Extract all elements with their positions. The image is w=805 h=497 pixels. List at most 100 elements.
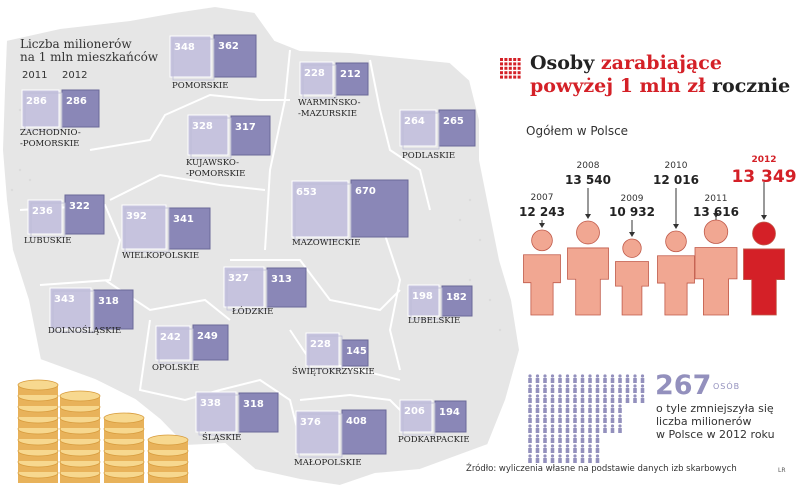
value-label-2012: 249 — [197, 331, 218, 342]
box-shadow — [402, 402, 436, 436]
icon-body — [595, 428, 600, 433]
box-2012 — [230, 115, 271, 156]
icon-head — [573, 384, 577, 388]
icon-body — [595, 378, 600, 383]
icon-head — [573, 414, 577, 418]
grid-cell — [504, 71, 508, 75]
person-figure: 2008 13 540 — [565, 161, 611, 316]
region-name: ŁÓDZKIE — [232, 305, 273, 317]
icon-body — [588, 408, 592, 413]
person-icon — [550, 384, 555, 393]
icon-head — [580, 374, 585, 378]
region-name: -POMORSKIE — [20, 139, 79, 149]
person-icon — [625, 374, 630, 383]
icon-head — [558, 394, 562, 398]
icon-body — [618, 398, 622, 403]
icon-body — [618, 378, 622, 383]
icon-head — [558, 434, 562, 438]
icon-head — [603, 374, 607, 378]
person-icon — [535, 424, 540, 433]
icon-head — [595, 404, 600, 408]
icon-body — [558, 428, 562, 433]
icon-body — [618, 388, 622, 393]
person-icon — [543, 384, 547, 393]
box-shadow — [198, 394, 240, 436]
coin-top — [147, 434, 189, 446]
person-icon — [640, 384, 645, 393]
box-2012 — [192, 324, 229, 361]
icon-head — [580, 404, 585, 408]
person-icon — [528, 384, 532, 393]
icon-body — [550, 428, 555, 433]
icon-body — [558, 418, 562, 423]
region-name: MAŁOPOLSKIE — [294, 458, 362, 468]
value-label-2011: 376 — [300, 417, 321, 428]
icon-head — [543, 394, 547, 398]
icon-body — [550, 398, 555, 403]
grid-cell — [513, 71, 517, 75]
box-2011 — [187, 114, 229, 156]
person-icon — [550, 394, 555, 403]
note-line1: o tyle zmniejszyła się — [656, 402, 774, 415]
region-group: 286 286 ZACHODNIO--POMORSKIE — [20, 89, 100, 149]
icon-head — [558, 424, 562, 428]
box-2011 — [223, 266, 265, 308]
icon-body — [610, 418, 615, 423]
box-2011 — [295, 410, 340, 455]
person-icon — [588, 384, 592, 393]
icon-head — [573, 454, 577, 458]
box-2011 — [305, 332, 340, 367]
leader-arrow — [713, 213, 719, 218]
person-icon-grid — [528, 374, 645, 463]
region-group: 327 313 ŁÓDZKIE — [223, 266, 307, 317]
icon-head — [588, 374, 592, 378]
value-label: 10 932 — [609, 205, 655, 219]
box-2012 — [168, 207, 211, 250]
icon-head — [595, 444, 600, 448]
icon-head — [528, 374, 532, 378]
leader-arrow — [673, 224, 679, 229]
icon-head — [580, 424, 585, 428]
icon-head — [565, 394, 570, 398]
icon-body — [535, 458, 540, 463]
icon-head — [603, 404, 607, 408]
icon-body — [610, 398, 615, 403]
icon-head — [573, 374, 577, 378]
value-label-2012: 341 — [173, 214, 194, 225]
person-icon — [543, 374, 547, 383]
icon-body — [543, 458, 547, 463]
year-label: 2010 — [665, 161, 688, 171]
icon-body — [603, 378, 607, 383]
region-name: -POMORSKIE — [186, 169, 245, 179]
person-icon — [580, 434, 585, 443]
icon-head — [625, 374, 630, 378]
box-2012 — [61, 89, 100, 128]
icon-head — [565, 384, 570, 388]
value-label-2012: 182 — [446, 292, 467, 303]
person-icon — [603, 424, 607, 433]
box-shadow — [24, 92, 63, 131]
person-icon — [640, 374, 645, 383]
person-icon — [535, 394, 540, 403]
icon-head — [543, 414, 547, 418]
icon-body — [550, 408, 555, 413]
icon-body — [535, 448, 540, 453]
icon-head — [558, 454, 562, 458]
person-icon — [535, 414, 540, 423]
icon-head — [580, 384, 585, 388]
icon-body — [595, 388, 600, 393]
region-name: WARMIŃSKO- — [298, 96, 361, 108]
icon-head — [565, 434, 570, 438]
value-label-2011: 653 — [296, 187, 317, 198]
person-icon — [550, 424, 555, 433]
icon-head — [595, 384, 600, 388]
person-icon — [550, 454, 555, 463]
icon-head — [625, 394, 630, 398]
icon-body — [535, 428, 540, 433]
icon-body — [573, 418, 577, 423]
icon-head — [528, 404, 532, 408]
grid-cell — [508, 75, 512, 79]
icon-head — [573, 434, 577, 438]
legend-year-2011: 2011 — [22, 70, 48, 81]
